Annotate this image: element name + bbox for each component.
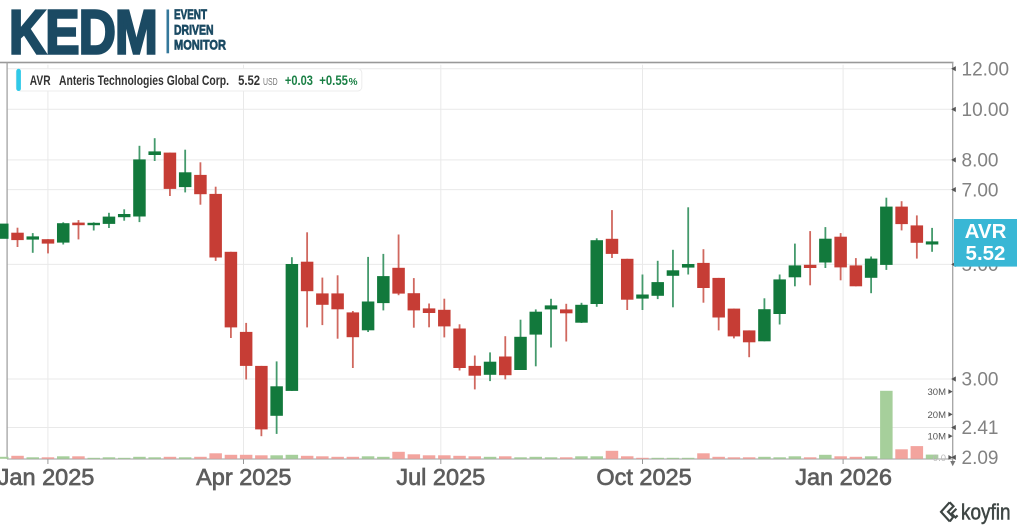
svg-text:KEDM: KEDM (9, 0, 157, 68)
svg-text:10M: 10M (928, 432, 947, 443)
svg-text:Jul 2025: Jul 2025 (396, 464, 485, 490)
svg-text:EVENT: EVENT (174, 7, 208, 22)
svg-text:5.52: 5.52 (966, 242, 1006, 265)
svg-text:Anteris Technologies Global Co: Anteris Technologies Global Corp. (59, 72, 229, 88)
svg-text:20M: 20M (928, 410, 947, 421)
svg-text:MONITOR: MONITOR (174, 38, 226, 53)
svg-text:%: % (349, 77, 358, 88)
svg-text:12.00: 12.00 (962, 59, 1010, 80)
svg-text:koyfin: koyfin (961, 500, 1011, 525)
svg-text:Jan 2026: Jan 2026 (795, 464, 892, 490)
svg-text:+0.55: +0.55 (319, 72, 348, 88)
svg-text:Apr 2025: Apr 2025 (196, 464, 291, 490)
svg-text:30M: 30M (928, 387, 947, 398)
svg-text:2.09: 2.09 (962, 448, 999, 469)
svg-text:5.52: 5.52 (238, 72, 260, 88)
svg-text:Oct 2025: Oct 2025 (596, 464, 691, 490)
svg-text:+0.03: +0.03 (285, 72, 313, 88)
svg-text:DRIVEN: DRIVEN (174, 22, 214, 37)
svg-text:AVR: AVR (965, 220, 1007, 243)
svg-text:0.0: 0.0 (933, 453, 946, 464)
svg-text:8.00: 8.00 (962, 151, 999, 172)
svg-text:7.00: 7.00 (962, 180, 999, 201)
svg-text:Jan 2025: Jan 2025 (0, 464, 94, 490)
svg-text:AVR: AVR (30, 72, 51, 88)
svg-text:USD: USD (263, 77, 278, 88)
svg-text:2.41: 2.41 (962, 418, 999, 439)
svg-text:10.00: 10.00 (962, 100, 1010, 121)
svg-text:3.00: 3.00 (962, 370, 999, 391)
